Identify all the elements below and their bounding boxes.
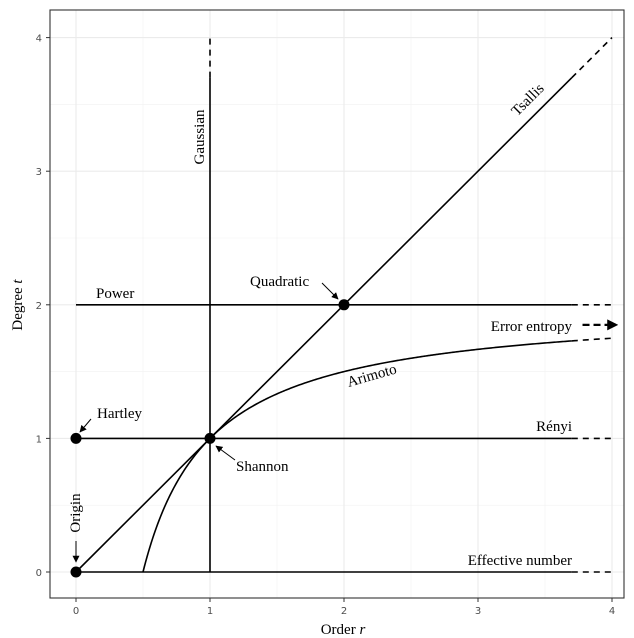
shannon-point — [204, 432, 216, 444]
quadratic-point — [338, 299, 350, 311]
hartley-label: Hartley — [97, 406, 142, 422]
shannon-label: Shannon — [236, 459, 289, 475]
origin-point — [70, 566, 82, 578]
chart-lines — [75, 37, 619, 573]
x-tick-label: 3 — [475, 606, 481, 617]
y-tick-label: 1 — [36, 434, 42, 445]
y-axis-title: Degree t — [10, 279, 26, 331]
x-axis-title: Order r — [321, 622, 366, 638]
chart-annotations: Power Rényi Effective number Error entropy S… — [68, 81, 572, 569]
plot-panel-border — [49, 9, 625, 599]
tsallis-line — [75, 77, 573, 573]
power-label: Power — [96, 286, 134, 302]
origin-label: Origin — [68, 493, 84, 533]
arimoto-line — [142, 340, 572, 573]
quadratic-arrow — [321, 282, 339, 300]
y-tick-label: 4 — [36, 34, 42, 45]
chart-points — [70, 299, 350, 578]
effective-number-label: Effective number — [468, 553, 572, 569]
tsallis-extension — [571, 37, 613, 79]
y-tick-label: 0 — [36, 568, 42, 579]
x-tick-label: 1 — [207, 606, 213, 617]
shannon-arrow — [215, 445, 236, 461]
gaussian-label: Gaussian — [192, 109, 208, 164]
tsallis-label: Tsallis — [509, 81, 548, 120]
hartley-arrow — [79, 418, 92, 433]
x-tick-label: 0 — [73, 606, 79, 617]
x-tick-label: 4 — [609, 606, 615, 617]
arimoto-extension — [571, 337, 613, 342]
y-tick-label: 2 — [36, 301, 42, 312]
quadratic-label: Quadratic — [250, 274, 309, 290]
error-entropy-label: Error entropy — [491, 319, 573, 335]
renyi-label: Rényi — [536, 419, 572, 435]
x-tick-label: 2 — [341, 606, 347, 617]
y-tick-label: 3 — [36, 167, 42, 178]
axes: 0 1 2 3 4 0 1 2 3 4 — [36, 9, 625, 617]
hartley-point — [70, 432, 82, 444]
